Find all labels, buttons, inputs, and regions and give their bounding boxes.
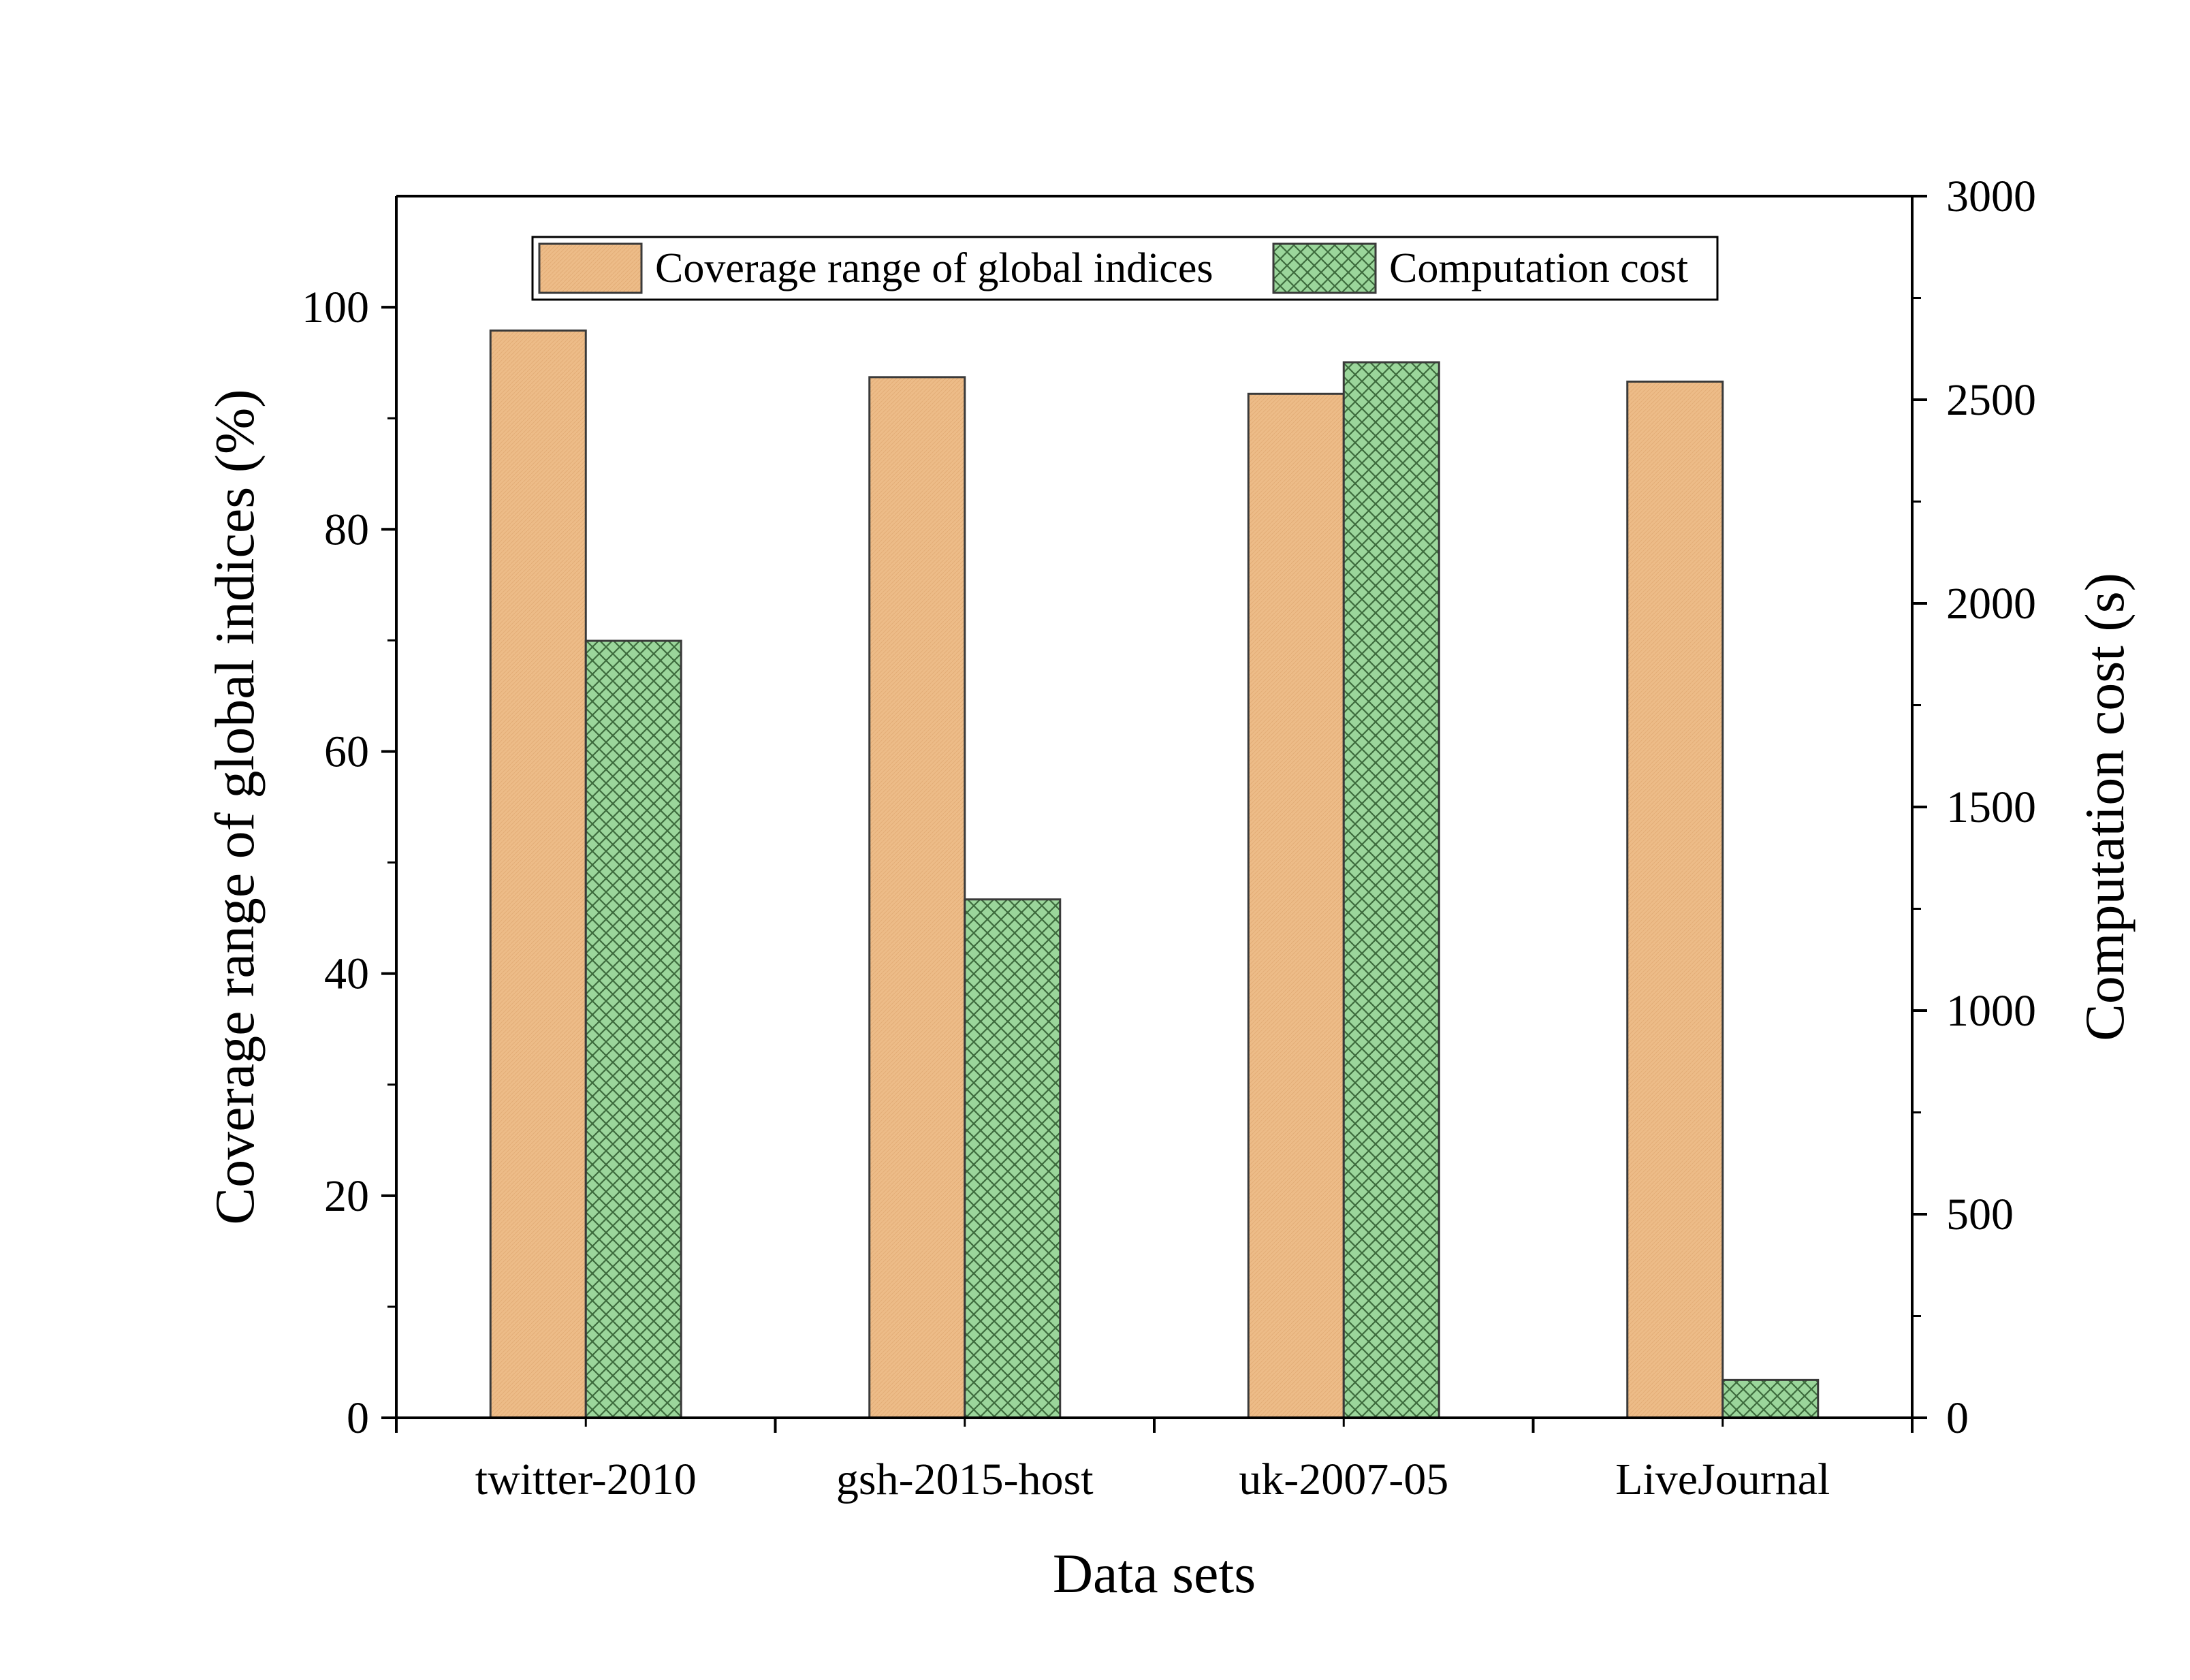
y2-tick-label: 3000: [1946, 172, 2036, 221]
bar-coverage-twitter-2010: [489, 329, 587, 1419]
y-tick-label: 40: [324, 949, 369, 999]
bar-coverage-LiveJournal: [1626, 380, 1724, 1419]
legend: Coverage range of global indices Computat…: [531, 236, 1719, 301]
y-tick-label: 100: [302, 283, 369, 332]
legend-swatch-cost: [1272, 242, 1377, 294]
legend-label-coverage: Coverage range of global indices: [655, 245, 1213, 291]
legend-swatch-coverage: [538, 242, 643, 294]
bar-cost-uk-2007-05: [1342, 361, 1440, 1419]
bar-coverage-uk-2007-05: [1247, 392, 1345, 1419]
bar-cost-gsh-2015-host: [964, 898, 1062, 1419]
axes-layer: 020406080100050010001500200025003000twit…: [204, 172, 2136, 1604]
x-category-label: gsh-2015-host: [836, 1455, 1094, 1504]
y2-tick-label: 2000: [1946, 579, 2036, 629]
y-tick-label: 80: [324, 505, 369, 554]
y2-tick-label: 500: [1946, 1190, 2014, 1239]
y2-tick-label: 0: [1946, 1393, 1969, 1443]
x-category-label: LiveJournal: [1615, 1455, 1830, 1504]
y-axis-title: Coverage range of global indices (%): [204, 389, 266, 1224]
x-category-label: twitter-2010: [475, 1455, 697, 1504]
y-tick-label: 60: [324, 727, 369, 776]
legend-label-cost: Computation cost: [1389, 245, 1688, 291]
y2-axis-title: Computation cost (s): [2074, 573, 2136, 1041]
x-axis-title: Data sets: [1053, 1542, 1256, 1604]
bars-layer: [489, 329, 1820, 1419]
y2-tick-label: 1500: [1946, 782, 2036, 832]
y-tick-label: 0: [347, 1393, 369, 1443]
y2-tick-label: 2500: [1946, 375, 2036, 425]
bar-cost-LiveJournal: [1721, 1378, 1820, 1419]
x-category-label: uk-2007-05: [1239, 1455, 1448, 1504]
legend-box: [531, 236, 1719, 301]
bar-coverage-gsh-2015-host: [868, 376, 966, 1419]
y2-tick-label: 1000: [1946, 986, 2036, 1036]
bar-cost-twitter-2010: [584, 639, 682, 1419]
y-tick-label: 20: [324, 1171, 369, 1221]
